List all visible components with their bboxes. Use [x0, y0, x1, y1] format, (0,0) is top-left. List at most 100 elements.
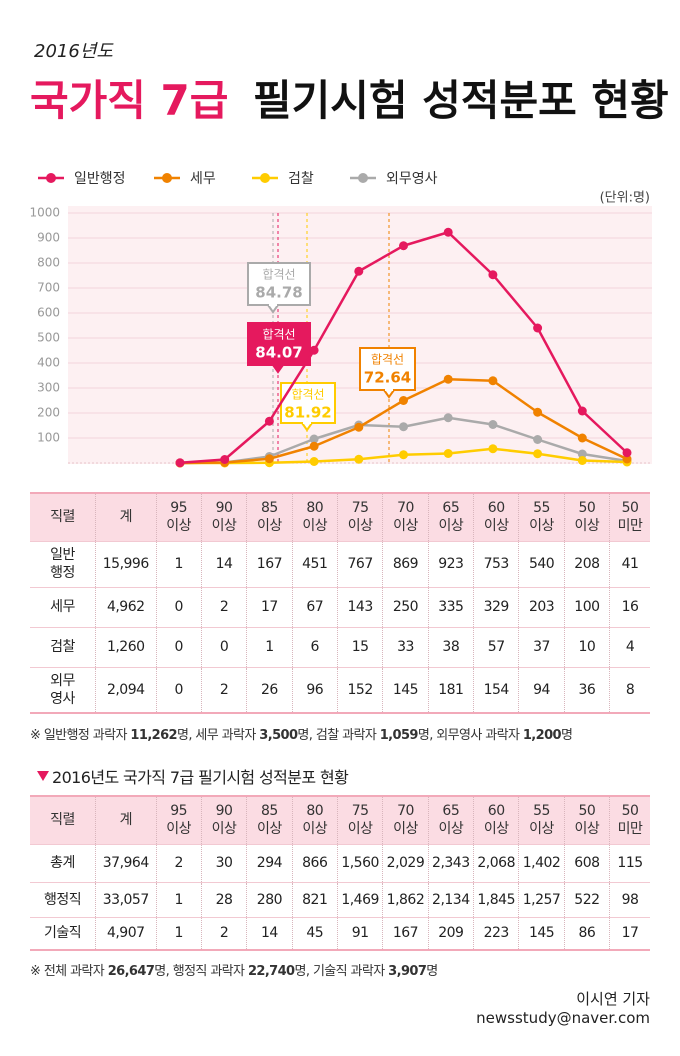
table-cell: 2,343: [427, 843, 474, 882]
annotation-label: 합격선: [371, 353, 404, 367]
header-cell: 60 이상: [473, 493, 519, 541]
credit-email: newsstudy@naver.com: [476, 1009, 650, 1027]
table-cell: 100: [563, 586, 610, 627]
header-cell: 70 이상: [382, 493, 429, 541]
row-label: 일반 행정: [30, 540, 96, 587]
data-point: [577, 406, 587, 416]
table-cell: 4,962: [95, 586, 156, 627]
header-cell: 50 이상: [563, 493, 610, 541]
header-cell: 75 이상: [336, 493, 383, 541]
header-cell: 80 이상: [291, 493, 338, 541]
data-point: [309, 457, 319, 466]
data-point: [622, 448, 632, 458]
data-point: [443, 374, 453, 384]
table-cell: 250: [382, 586, 429, 627]
table-cell: 869: [382, 540, 429, 587]
y-tick-label: 200: [37, 406, 60, 420]
table-cell: 17: [246, 586, 293, 627]
data-point: [399, 422, 408, 432]
header-cell: 직렬: [30, 796, 96, 844]
table-cell: 1,862: [382, 881, 429, 917]
table2-note: ※ 전체 과락자 26,647명, 행정직 과락자 22,740명, 기술직 과…: [30, 964, 438, 979]
table-cell: 143: [336, 586, 383, 627]
table-cell: 821: [291, 881, 338, 917]
table-row: 일반 행정 15,996 1 14 167 451 767 869 923 753 540 208 41: [30, 540, 650, 587]
annotation-value: 72.64: [364, 369, 411, 387]
header-cell: 55 이상: [518, 493, 565, 541]
header-cell: 50 미만: [609, 493, 650, 541]
row-label: 외무 영사: [30, 666, 96, 713]
data-point: [264, 416, 274, 426]
row-label: 행정직: [30, 881, 96, 917]
table-cell: 1: [155, 916, 202, 950]
table-cell: 1,469: [336, 881, 383, 917]
data-point: [264, 454, 274, 464]
table-cell: 8: [609, 666, 650, 713]
annotation-value: 84.78: [255, 284, 302, 302]
table-cell: 98: [609, 881, 650, 917]
table-cell: 14: [200, 540, 247, 587]
data-point: [488, 270, 498, 280]
table-cell: 2,134: [427, 881, 474, 917]
table-cell: 33,057: [95, 881, 156, 917]
table-row: 외무 영사 2,094 0 2 26 96 152 145 181 154 94 36 8: [30, 666, 650, 713]
data-point: [354, 454, 364, 464]
table-cell: 4,907: [95, 916, 156, 950]
table-cell: 2,029: [382, 843, 429, 882]
y-tick-label: 800: [37, 256, 60, 270]
table-cell: 1,257: [518, 881, 565, 917]
header-cell: 65 이상: [427, 796, 474, 844]
legend-marker: [358, 173, 368, 183]
annotation-value: 84.07: [255, 344, 302, 362]
header-cell: 85 이상: [246, 493, 293, 541]
annotation-pointer-cover: [385, 388, 393, 391]
section-icon: [36, 767, 50, 781]
table-cell: 4: [609, 626, 650, 667]
table-cell: 1: [246, 626, 293, 667]
annotation-pointer-cover: [269, 303, 277, 306]
table-cell: 208: [563, 540, 610, 587]
table-row: 총계 37,964 2 30 294 866 1,560 2,029 2,343 2,068 1,4…: [30, 843, 650, 882]
triangle-icon: [37, 771, 49, 781]
y-tick-label: 900: [37, 231, 60, 245]
table-cell: 522: [563, 881, 610, 917]
table-cell: 1: [155, 881, 202, 917]
header-cell: 직렬: [30, 493, 96, 541]
y-tick-label: 100: [37, 431, 60, 445]
header-cell: 80 이상: [291, 796, 338, 844]
header-row: 직렬 계 95 이상 90 이상 85 이상 80 이상 75 이상 70 이상 65 이상 60…: [30, 493, 650, 541]
table-cell: 181: [427, 666, 474, 713]
table-cell: 67: [291, 586, 338, 627]
table-cell: 86: [563, 916, 610, 950]
data-point: [488, 444, 498, 454]
legend-label: 외무영사: [386, 171, 438, 187]
data-point: [309, 434, 319, 444]
header-cell: 75 이상: [336, 796, 383, 844]
header-cell: 90 이상: [200, 493, 247, 541]
header-row: 직렬 계 95 이상 90 이상 85 이상 80 이상 75 이상 70 이상 65 이상 60…: [30, 796, 650, 844]
annotation-pointer-cover: [303, 421, 311, 424]
table-cell: 26: [246, 666, 293, 713]
header-cell: 55 이상: [518, 796, 565, 844]
row-label: 세무: [30, 586, 96, 627]
table-cell: 16: [609, 586, 650, 627]
title-highlight: 국가직 7급: [30, 76, 228, 125]
table-cell: 923: [427, 540, 474, 587]
table-cell: 223: [473, 916, 519, 950]
table-cell: 36: [563, 666, 610, 713]
table-cell: 0: [155, 586, 202, 627]
table-cell: 154: [473, 666, 519, 713]
table-cell: 203: [518, 586, 565, 627]
legend-marker: [260, 173, 270, 183]
data-table: 직렬 계 95 이상 90 이상 85 이상 80 이상 75 이상 70 이상 65 이상 60…: [30, 492, 650, 714]
table-cell: 37: [518, 626, 565, 667]
table-cell: 280: [246, 881, 293, 917]
table-cell: 10: [563, 626, 610, 667]
header-cell: 50 이상: [563, 796, 610, 844]
table-cell: 0: [155, 626, 202, 667]
data-point: [354, 422, 364, 432]
data-point: [220, 455, 230, 464]
table-cell: 540: [518, 540, 565, 587]
annotation-box: [359, 347, 416, 391]
y-tick-label: 1000: [29, 206, 60, 220]
